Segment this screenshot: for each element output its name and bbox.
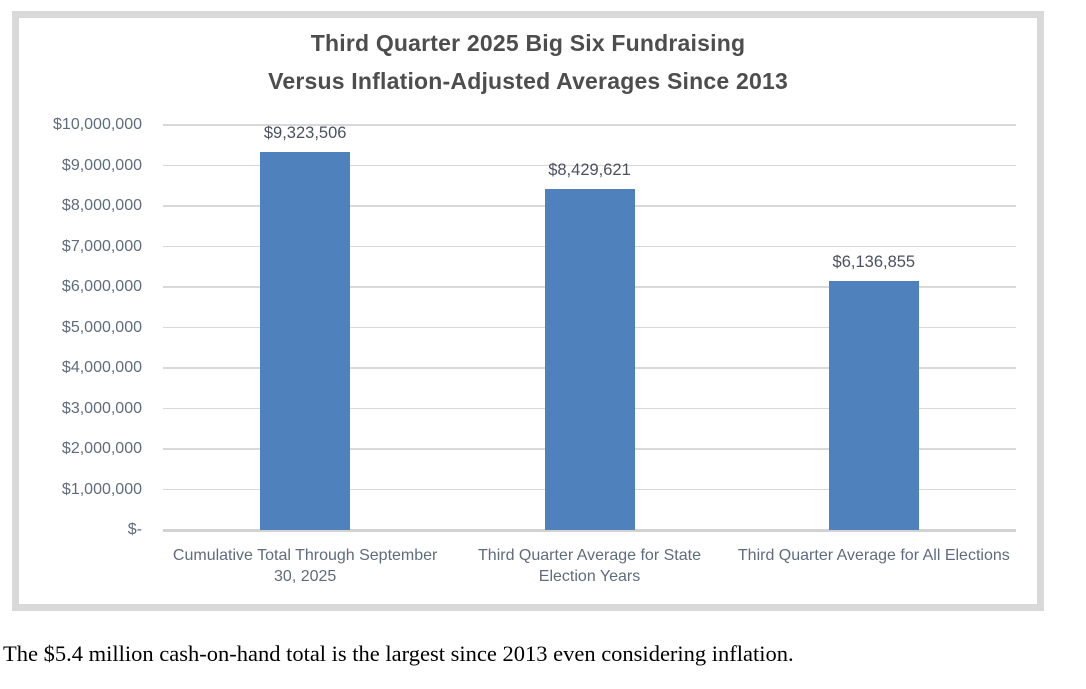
y-axis-tick-label: $6,000,000 xyxy=(61,278,142,295)
data-label: $9,323,506 xyxy=(263,124,347,143)
x-axis-category-label: Third Quarter Average for State Election… xyxy=(478,547,701,585)
bar-3 xyxy=(828,281,919,530)
y-axis-tick-label: $3,000,000 xyxy=(61,399,142,417)
x-axis-line xyxy=(163,529,1016,532)
y-axis-tick-label: $7,000,000 xyxy=(61,237,142,255)
y-axis-tick-label: $2,000,000 xyxy=(61,440,142,457)
data-label: $6,136,855 xyxy=(832,253,916,272)
data-label: $8,429,621 xyxy=(548,160,631,179)
y-axis-tick-label: $10,000,000 xyxy=(53,116,142,133)
chart-title-line-1: Third Quarter 2025 Big Six Fundraising xyxy=(310,30,746,56)
bar-2 xyxy=(544,188,635,530)
gridline xyxy=(163,164,1016,166)
chart-title: Third Quarter 2025 Big Six Fundraising V… xyxy=(19,24,1037,100)
y-axis-tick-label: $9,000,000 xyxy=(61,156,142,174)
y-axis-tick-label: $5,000,000 xyxy=(61,318,142,336)
y-axis-tick-label: $- xyxy=(127,521,142,538)
x-axis-category-label: Third Quarter Average for All Elections xyxy=(737,547,1010,564)
y-axis-tick-label: $1,000,000 xyxy=(61,480,142,498)
y-axis-tick-label: $4,000,000 xyxy=(61,359,142,376)
bar-1 xyxy=(260,152,351,530)
chart-title-line-2: Versus Inflation-Adjusted Averages Since… xyxy=(268,68,788,94)
y-axis-tick-label: $8,000,000 xyxy=(61,197,142,214)
x-axis-category-label: Cumulative Total Through September 30, 2… xyxy=(172,547,438,585)
gridline xyxy=(163,124,1016,126)
caption-text: The $5.4 million cash-on-hand total is t… xyxy=(3,641,794,666)
